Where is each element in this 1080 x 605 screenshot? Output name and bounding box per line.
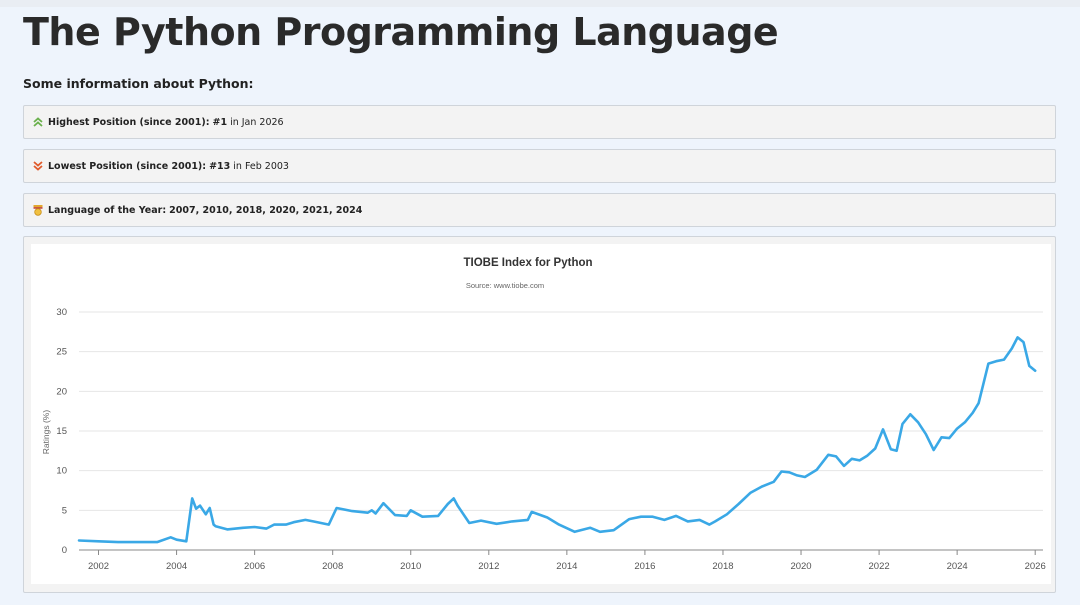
x-tick-label: 2002 <box>88 561 109 572</box>
x-tick-label: 2010 <box>400 561 421 572</box>
chart-title: TIOBE Index for Python <box>463 257 592 269</box>
highest-position-date: in Jan 2026 <box>230 116 284 128</box>
x-tick-label: 2016 <box>634 561 655 572</box>
x-tick-label: 2024 <box>947 561 968 572</box>
y-tick-label: 5 <box>62 505 67 516</box>
x-tick-label: 2014 <box>556 561 577 572</box>
x-tick-label: 2012 <box>478 561 499 572</box>
chart-card: TIOBE Index for Python Source: www.tiobe… <box>31 244 1051 584</box>
lowest-position-label: Lowest Position (since 2001): <box>48 160 207 172</box>
language-of-year-value: 2007, 2010, 2018, 2020, 2021, 2024 <box>169 204 363 216</box>
y-tick-label: 30 <box>56 307 67 318</box>
x-tick-label: 2022 <box>869 561 890 572</box>
x-tick-label: 2018 <box>712 561 733 572</box>
x-tick-label: 2006 <box>244 561 265 572</box>
y-tick-label: 20 <box>56 386 67 397</box>
x-axis-ticks: 2002 2004 2006 2008 2010 2012 2014 2016 2018 2020… <box>88 550 1046 572</box>
y-tick-label: 15 <box>56 426 67 437</box>
lowest-position-date: in Feb 2003 <box>233 160 289 172</box>
section-subheading: Some information about Python: <box>23 76 254 91</box>
language-of-year-label: Language of the Year: <box>48 204 167 216</box>
top-bar <box>0 0 1080 7</box>
lowest-position-box: Lowest Position (since 2001): #13 in Feb… <box>23 149 1056 183</box>
y-tick-label: 0 <box>62 545 67 556</box>
x-tick-label: 2008 <box>322 561 343 572</box>
y-axis-label: Ratings (%) <box>41 410 51 455</box>
double-chevron-up-icon <box>33 117 43 127</box>
x-tick-label: 2020 <box>790 561 811 572</box>
y-axis-ticks: 0 5 10 15 20 25 30 <box>56 307 67 556</box>
medal-icon <box>33 205 43 216</box>
tiobe-python-line-chart: TIOBE Index for Python Source: www.tiobe… <box>41 257 1046 572</box>
y-tick-label: 10 <box>56 466 67 477</box>
double-chevron-down-icon <box>33 161 43 171</box>
y-tick-label: 25 <box>56 347 67 358</box>
highest-position-value: #1 <box>212 116 228 128</box>
x-tick-label: 2004 <box>166 561 187 572</box>
x-tick-label: 2026 <box>1025 561 1046 572</box>
python-rating-series-line <box>77 336 1037 544</box>
page-title: The Python Programming Language <box>23 10 779 54</box>
chart-subtitle: Source: www.tiobe.com <box>466 281 544 290</box>
grid-lines <box>79 311 1043 551</box>
highest-position-box: Highest Position (since 2001): #1 in Jan… <box>23 105 1056 139</box>
language-of-year-box: Language of the Year: 2007, 2010, 2018, … <box>23 193 1056 227</box>
lowest-position-value: #13 <box>209 160 231 172</box>
highest-position-label: Highest Position (since 2001): <box>48 116 210 128</box>
